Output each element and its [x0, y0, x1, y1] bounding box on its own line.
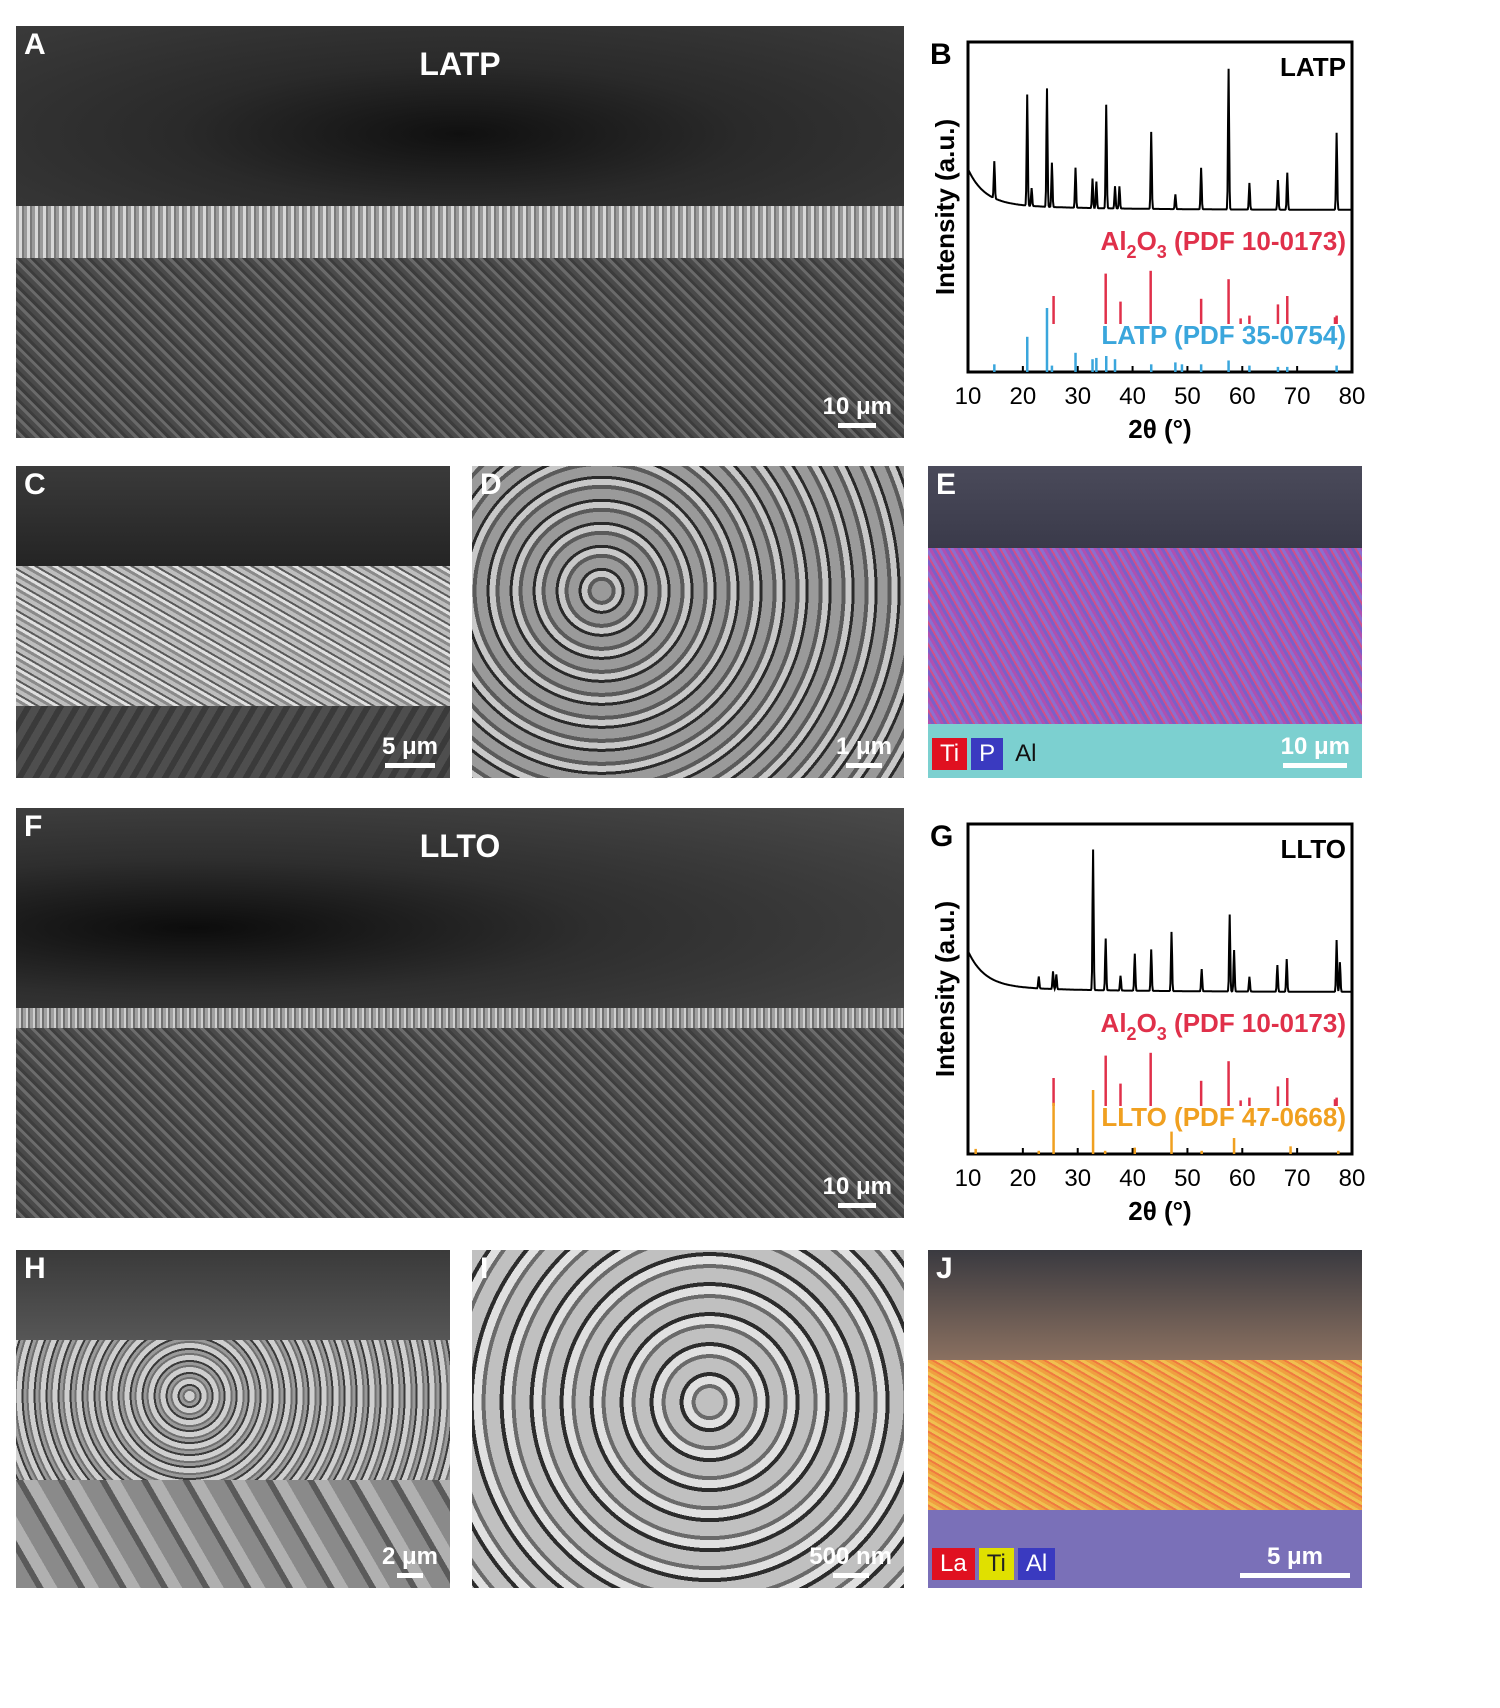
reference-label: LLTO (PDF 47-0668): [1101, 1102, 1346, 1132]
xrd-plot-b: B LATP 10 20 30 40 50 60 70 80 2θ (°) Intensity (a.…: [930, 38, 1366, 444]
plot-frame: [966, 822, 1354, 1156]
scale-text-j: 5 μm: [1266, 1543, 1324, 1570]
scale-bar-c: 5 μm: [382, 733, 438, 768]
legend-p: P: [971, 738, 1004, 770]
vacuum-region: [16, 1250, 450, 1340]
xrd-plot-g: G LLTO 10 20 30 40 50 60 70 80 2θ (°) Intensity (a.…: [930, 820, 1366, 1226]
legend-al: Al: [1017, 1548, 1056, 1580]
xrd-pattern-line: [967, 68, 1352, 211]
x-tick-label: 80: [1339, 383, 1366, 410]
panel-label-c: C: [24, 468, 46, 501]
llto-layer: [16, 1008, 904, 1028]
panel-label-h: H: [24, 1252, 46, 1285]
sem-image-d: D 1 μm: [472, 466, 904, 778]
eds-map-e: E Ti P Al 10 μm: [928, 466, 1362, 778]
latp-layer: [16, 206, 904, 258]
xrd-pattern-line: [967, 849, 1352, 993]
scale-bar-a: 10 μm: [823, 393, 892, 428]
la-ti-map-region: [928, 1360, 1362, 1510]
vacuum-region: [16, 808, 904, 1008]
x-tick-label: 70: [1284, 1165, 1311, 1192]
x-tick-label: 40: [1119, 1165, 1146, 1192]
scale-bar-i: 500 nm: [809, 1543, 892, 1578]
sem-image-f: F LLTO 10 μm: [16, 808, 904, 1218]
scale-text-c: 5 μm: [381, 733, 438, 760]
scale-bar-j: 5 μm: [1240, 1543, 1350, 1578]
legend-la: La: [932, 1548, 975, 1580]
legend-al: Al: [1015, 740, 1037, 767]
xrd-chart-g: G LLTO 10 20 30 40 50 60 70 80 2θ (°) Intensity (a.…: [920, 808, 1486, 1228]
x-tick-label: 50: [1174, 383, 1201, 410]
sem-image-a: A LATP 10 μm: [16, 26, 904, 438]
reference-label: LATP (PDF 35-0754): [1101, 320, 1346, 350]
x-tick-label: 10: [955, 383, 982, 410]
x-tick-label: 20: [1010, 1165, 1037, 1192]
substrate-region: [16, 1480, 450, 1588]
eds-legend-j: La Ti Al: [932, 1548, 1059, 1580]
panel-label-g: G: [930, 820, 953, 853]
x-axis-label: 2θ (°): [1128, 1196, 1191, 1226]
eds-map-j: J La Ti Al 5 μm: [928, 1250, 1362, 1588]
electrolyte-layer: [16, 566, 450, 706]
substrate-region: [16, 1028, 904, 1218]
sem-image-i: I 500 nm: [472, 1250, 904, 1588]
scale-text-h: 2 μm: [381, 1543, 438, 1570]
substrate-region: [16, 706, 450, 778]
x-tick-label: 40: [1119, 383, 1146, 410]
eds-legend-e: Ti P Al: [932, 738, 1048, 770]
scale-bar-h: 2 μm: [382, 1543, 438, 1578]
scale-bar-d: 1 μm: [836, 733, 892, 768]
chart-tag: LATP: [1280, 52, 1346, 82]
vacuum-region: [16, 26, 904, 206]
x-tick-label: 30: [1064, 383, 1091, 410]
x-tick-label: 50: [1174, 1165, 1201, 1192]
scale-bar-f: 10 μm: [823, 1173, 892, 1208]
panel-label-d: D: [480, 468, 502, 501]
panel-label-j: J: [936, 1252, 953, 1285]
vacuum-region: [928, 1250, 1362, 1360]
plot-frame: [966, 40, 1354, 374]
reference-label: Al2O3 (PDF 10-0173): [1101, 226, 1346, 262]
y-axis-label: Intensity (a.u.): [930, 901, 960, 1077]
x-axis-label: 2θ (°): [1128, 414, 1191, 444]
vacuum-region: [16, 466, 450, 566]
xrd-chart-b: B LATP 10 20 30 40 50 60 70 80 2θ (°) Intensity (a.…: [920, 26, 1486, 446]
y-axis-label: Intensity (a.u.): [930, 119, 960, 295]
reference-label: Al2O3 (PDF 10-0173): [1101, 1008, 1346, 1044]
panel-title-latp: LATP: [419, 46, 501, 82]
legend-ti: Ti: [932, 738, 968, 770]
panel-label-b: B: [930, 38, 952, 71]
panel-label-f: F: [24, 810, 43, 843]
panel-title-llto: LLTO: [419, 828, 501, 864]
x-tick-label: 20: [1010, 383, 1037, 410]
x-tick-label: 30: [1064, 1165, 1091, 1192]
sem-image-c: C 5 μm: [16, 466, 450, 778]
scale-text-f: 10 μm: [822, 1173, 892, 1200]
x-tick-label: 70: [1284, 383, 1311, 410]
panel-label-i: I: [480, 1252, 489, 1285]
substrate-region: [16, 258, 904, 438]
electrolyte-layer: [16, 1340, 450, 1480]
legend-ti: Ti: [978, 1548, 1014, 1580]
scale-text-e: 10 μm: [1280, 733, 1350, 760]
ti-p-map-region: [928, 548, 1362, 724]
scale-text-i: 500 nm: [809, 1543, 892, 1570]
scale-text-d: 1 μm: [835, 733, 892, 760]
x-tick-label: 10: [955, 1165, 982, 1192]
vacuum-region: [928, 466, 1362, 548]
x-tick-label: 60: [1229, 1165, 1256, 1192]
scale-text-a: 10 μm: [822, 393, 892, 420]
scale-bar-e: 10 μm: [1281, 733, 1350, 768]
panel-label-a: A: [24, 28, 46, 61]
x-tick-label: 80: [1339, 1165, 1366, 1192]
sem-image-h: H 2 μm: [16, 1250, 450, 1588]
panel-label-e: E: [936, 468, 957, 501]
chart-tag: LLTO: [1281, 834, 1346, 864]
x-tick-label: 60: [1229, 383, 1256, 410]
